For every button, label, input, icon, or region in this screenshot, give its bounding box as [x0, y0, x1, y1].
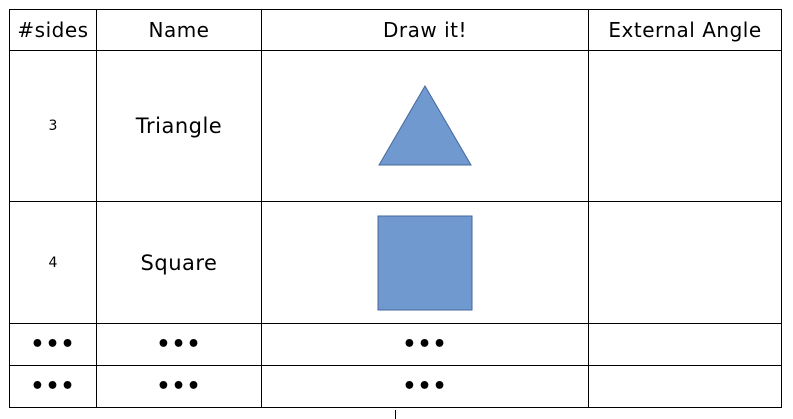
triangle-shape[interactable]	[378, 85, 472, 167]
cell-drawing[interactable]	[261, 50, 589, 202]
header-sides[interactable]: #sides	[9, 9, 97, 51]
cell-sides[interactable]: •••	[9, 365, 97, 408]
header-draw[interactable]: Draw it!	[261, 9, 589, 51]
text-cursor	[395, 410, 396, 419]
cell-external-angle[interactable]	[588, 323, 782, 366]
cell-external-angle[interactable]	[588, 201, 782, 324]
cell-name[interactable]: Square	[96, 201, 262, 324]
cell-drawing[interactable]: •••	[261, 365, 589, 408]
cell-name[interactable]: •••	[96, 365, 262, 408]
cell-drawing[interactable]	[261, 201, 589, 324]
polygon-table: #sides Name Draw it! External Angle 3 Tr…	[9, 9, 782, 408]
table-row: ••• ••• •••	[9, 323, 782, 366]
table-row: 4 Square	[9, 201, 782, 324]
cell-external-angle[interactable]	[588, 50, 782, 202]
cell-external-angle[interactable]	[588, 365, 782, 408]
cell-name[interactable]: Triangle	[96, 50, 262, 202]
cell-name[interactable]: •••	[96, 323, 262, 366]
square-shape[interactable]	[377, 215, 473, 311]
cell-sides[interactable]: 4	[9, 201, 97, 324]
cell-sides[interactable]: •••	[9, 323, 97, 366]
table-row: ••• ••• •••	[9, 365, 782, 408]
cell-sides[interactable]: 3	[9, 50, 97, 202]
table-row: 3 Triangle	[9, 50, 782, 202]
header-name[interactable]: Name	[96, 9, 262, 51]
table-header-row: #sides Name Draw it! External Angle	[9, 9, 782, 51]
cell-drawing[interactable]: •••	[261, 323, 589, 366]
header-external-angle[interactable]: External Angle	[588, 9, 782, 51]
